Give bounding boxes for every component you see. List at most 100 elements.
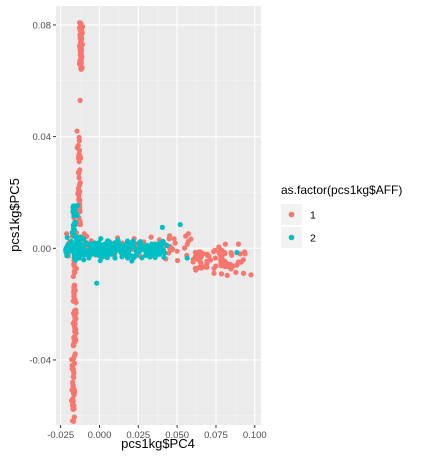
data-point-series-1 <box>71 309 78 315</box>
legend-label-2: 2 <box>310 233 316 245</box>
y-tick-label: -0.04 <box>29 355 51 366</box>
data-point-series-2 <box>177 221 183 228</box>
x-tick-label: 0.075 <box>204 430 228 441</box>
data-point-series-1 <box>69 362 75 369</box>
data-point-series-1 <box>148 234 154 240</box>
legend-key-dot <box>288 211 295 218</box>
y-tick-label: 0.00 <box>33 244 52 255</box>
data-point-series-1 <box>79 54 85 60</box>
data-point-series-1 <box>76 192 82 198</box>
y-tick-label: 0.04 <box>33 132 52 143</box>
data-point-series-1 <box>78 34 84 40</box>
data-point-series-2 <box>146 246 152 252</box>
data-point-series-1 <box>69 418 76 424</box>
data-point-series-1 <box>222 250 228 257</box>
data-point-series-1 <box>167 233 173 239</box>
data-point-series-2 <box>67 248 73 254</box>
data-point-series-1 <box>74 128 80 134</box>
data-point-series-1 <box>218 271 225 277</box>
legend-key-dot <box>288 234 295 241</box>
data-point-series-2 <box>79 249 86 255</box>
x-tick-label: 0.025 <box>126 430 150 441</box>
data-point-series-1 <box>193 251 199 258</box>
data-point-series-2 <box>184 255 190 261</box>
x-axis-ticks: -0.025 0.000 0.025 0.050 0.075 0.100 <box>47 425 267 441</box>
data-point-series-1 <box>72 351 78 357</box>
data-point-series-1 <box>72 315 78 322</box>
y-tick-label: 0.08 <box>33 20 52 31</box>
data-point-series-1 <box>71 392 77 398</box>
data-point-series-2 <box>94 280 100 286</box>
data-point-series-2 <box>73 204 79 210</box>
data-point-series-1 <box>183 233 189 239</box>
data-point-series-2 <box>139 242 145 248</box>
data-point-series-2 <box>161 254 167 260</box>
data-point-series-2 <box>164 242 170 249</box>
data-point-series-1 <box>211 265 217 271</box>
x-tick-label: -0.025 <box>47 430 74 441</box>
data-point-series-1 <box>77 97 83 103</box>
data-point-series-2 <box>112 255 118 261</box>
data-point-series-1 <box>216 244 222 250</box>
data-point-series-2 <box>104 255 111 261</box>
data-point-series-1 <box>71 370 77 376</box>
data-point-series-1 <box>190 259 196 265</box>
data-point-series-2 <box>71 223 77 229</box>
data-point-series-1 <box>235 241 242 247</box>
data-point-series-2 <box>72 232 78 239</box>
data-point-series-2 <box>88 251 95 257</box>
legend-entries: 12 <box>281 204 316 248</box>
data-point-series-1 <box>73 299 79 306</box>
data-point-series-2 <box>103 246 109 253</box>
data-point-series-2 <box>73 211 79 217</box>
data-point-series-1 <box>70 379 76 385</box>
data-point-series-2 <box>83 250 90 257</box>
panel-background <box>56 6 261 425</box>
data-point-series-2 <box>159 240 166 247</box>
data-point-series-1 <box>72 334 78 341</box>
data-point-series-1 <box>181 245 188 251</box>
data-point-series-2 <box>129 253 135 259</box>
data-point-series-1 <box>185 238 191 245</box>
data-point-series-2 <box>64 234 70 240</box>
data-point-series-1 <box>70 401 76 408</box>
data-point-series-2 <box>124 255 131 261</box>
data-point-series-1 <box>70 406 76 413</box>
data-point-series-1 <box>78 64 84 70</box>
data-point-series-1 <box>228 249 234 256</box>
data-point-series-1 <box>200 250 206 257</box>
data-point-series-2 <box>72 252 78 258</box>
data-point-series-1 <box>222 241 228 247</box>
data-point-series-1 <box>69 357 75 363</box>
data-point-series-1 <box>240 270 247 276</box>
data-point-series-2 <box>151 250 157 256</box>
data-point-series-2 <box>116 240 122 246</box>
data-point-series-2 <box>68 238 74 244</box>
data-point-series-1 <box>75 142 81 149</box>
data-point-series-1 <box>174 257 181 264</box>
data-point-series-1 <box>166 250 172 256</box>
data-point-series-2 <box>97 258 103 264</box>
data-point-series-2 <box>107 240 113 246</box>
data-point-series-1 <box>76 175 82 181</box>
data-point-series-1 <box>212 255 218 261</box>
legend-label-1: 1 <box>310 210 316 222</box>
data-point-series-1 <box>73 330 79 336</box>
data-point-series-2 <box>159 224 165 230</box>
data-point-series-2 <box>155 246 161 253</box>
data-point-series-1 <box>172 240 178 246</box>
data-point-series-1 <box>71 388 77 394</box>
data-point-series-1 <box>71 374 77 381</box>
data-point-series-2 <box>80 244 86 250</box>
data-point-series-2 <box>83 240 89 246</box>
x-tick-label: 0.100 <box>243 430 267 441</box>
minor-gridlines <box>56 6 261 425</box>
data-point-series-2 <box>81 257 87 263</box>
data-point-series-1 <box>174 248 180 254</box>
data-point-series-1 <box>77 197 83 203</box>
data-point-series-1 <box>76 25 83 31</box>
data-point-series-1 <box>77 155 84 161</box>
data-point-series-1 <box>241 249 248 255</box>
data-point-series-1 <box>76 134 82 141</box>
